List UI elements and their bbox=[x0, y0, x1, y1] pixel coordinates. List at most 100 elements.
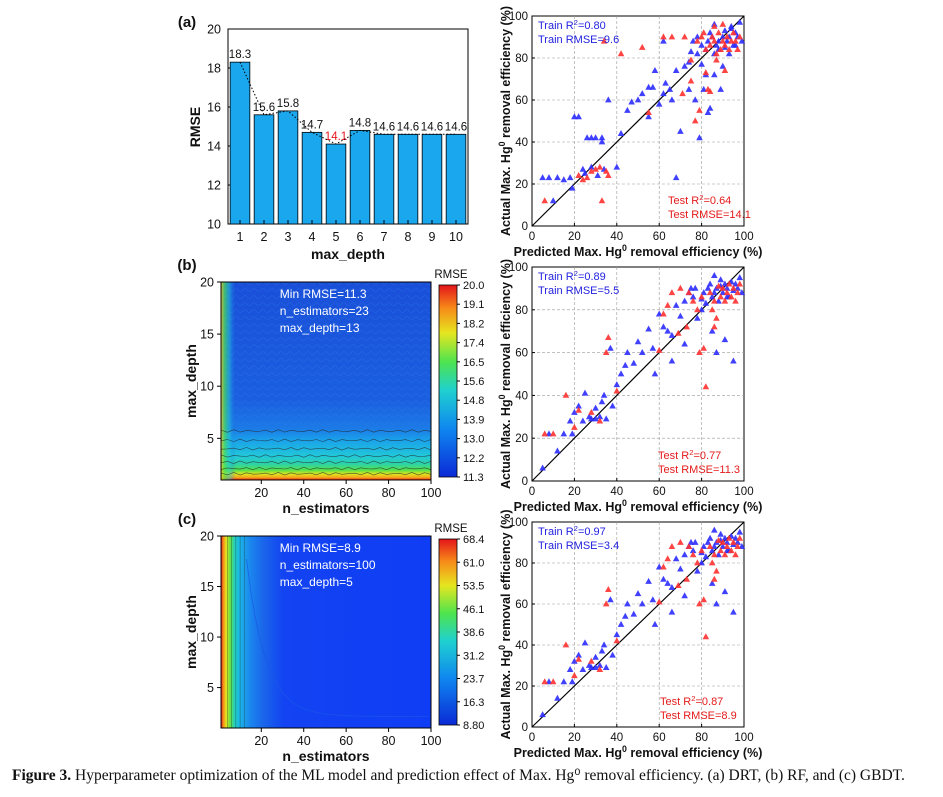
figure-caption: Figure 3. Hyperparameter optimization of… bbox=[12, 766, 937, 785]
train-point bbox=[723, 293, 731, 300]
train-point bbox=[738, 289, 746, 296]
train-point bbox=[554, 174, 561, 181]
test-point bbox=[549, 678, 557, 685]
train-point bbox=[668, 584, 676, 590]
colorbar-tick-label: 19.1 bbox=[463, 299, 484, 311]
test-point bbox=[730, 284, 737, 291]
test-point bbox=[696, 349, 703, 355]
test-point bbox=[588, 408, 595, 415]
train-point bbox=[645, 577, 652, 584]
train-point bbox=[717, 276, 724, 283]
train-point bbox=[645, 113, 652, 120]
test-point bbox=[711, 37, 718, 44]
bar-value-label: 14.8 bbox=[349, 117, 371, 129]
train-point bbox=[645, 325, 652, 332]
train-point bbox=[617, 130, 625, 136]
train-point bbox=[624, 106, 631, 113]
test-point bbox=[702, 383, 710, 390]
test-point bbox=[687, 56, 695, 63]
train-point bbox=[721, 280, 729, 287]
test-point bbox=[706, 88, 714, 94]
test-point bbox=[713, 50, 720, 57]
test-point bbox=[583, 174, 591, 181]
train-point bbox=[655, 563, 663, 570]
y-tick-label: 20 bbox=[515, 179, 528, 191]
train-point bbox=[621, 361, 629, 368]
test-point bbox=[725, 46, 733, 52]
test-point bbox=[674, 329, 682, 336]
train-r2-text: Train R2=0.97 bbox=[538, 524, 606, 539]
train-point bbox=[621, 612, 629, 619]
y-tick-label: 40 bbox=[515, 137, 528, 149]
test-point bbox=[698, 547, 705, 554]
train-point bbox=[672, 67, 680, 73]
train-point bbox=[598, 138, 606, 145]
train-point bbox=[560, 678, 568, 685]
train-point bbox=[634, 590, 642, 597]
colorbar-tick-label: 53.5 bbox=[463, 581, 484, 593]
y-tick-label: 5 bbox=[207, 432, 214, 446]
colorbar-tick-label: 13.0 bbox=[463, 434, 484, 446]
test-point bbox=[719, 538, 727, 545]
test-point bbox=[708, 33, 716, 40]
train-point bbox=[738, 37, 746, 44]
train-point bbox=[660, 575, 667, 582]
train-point bbox=[702, 553, 710, 560]
test-point bbox=[723, 33, 731, 40]
bar-value-label: 14.6 bbox=[445, 121, 467, 133]
test-point bbox=[725, 280, 733, 287]
train-point bbox=[539, 464, 546, 471]
y-tick-label: 15 bbox=[200, 580, 214, 594]
train-point bbox=[668, 608, 676, 615]
train-point bbox=[715, 37, 722, 44]
train-point bbox=[624, 349, 631, 355]
x-tick-label: 20 bbox=[568, 231, 581, 243]
test-point bbox=[685, 543, 693, 549]
train-point bbox=[592, 404, 599, 411]
test-point bbox=[721, 41, 729, 48]
x-tick-label: 40 bbox=[297, 734, 311, 748]
train-point bbox=[723, 284, 731, 291]
test-point bbox=[719, 284, 727, 291]
train-point bbox=[630, 610, 638, 617]
train-point bbox=[607, 596, 614, 603]
train-point bbox=[736, 274, 744, 281]
train-point bbox=[708, 327, 716, 334]
train-point bbox=[702, 299, 710, 306]
bar bbox=[253, 114, 275, 225]
colorbar-tick-label: 68.4 bbox=[463, 534, 484, 546]
train-point bbox=[723, 538, 731, 545]
trend-line bbox=[239, 61, 456, 145]
train-point bbox=[727, 25, 735, 31]
y-tick-label: 10 bbox=[200, 631, 214, 645]
bar-value-label: 14.7 bbox=[301, 119, 323, 131]
test-point bbox=[721, 551, 729, 558]
train-point bbox=[575, 402, 582, 409]
train-point bbox=[687, 284, 695, 291]
train-point bbox=[681, 297, 688, 304]
x-tick-label: 40 bbox=[610, 231, 623, 243]
x-tick-label: 100 bbox=[734, 732, 753, 744]
x-tick-label: 0 bbox=[529, 486, 535, 498]
train-point bbox=[704, 109, 712, 115]
test-point bbox=[541, 197, 549, 204]
train-point bbox=[664, 327, 671, 334]
colorbar-tick-label: 23.7 bbox=[463, 674, 484, 686]
train-point bbox=[700, 289, 708, 296]
colorbar-tick-label: 14.8 bbox=[463, 395, 484, 407]
bar-value-label: 15.6 bbox=[253, 102, 275, 114]
x-axis-label: n_estimators bbox=[282, 500, 369, 516]
x-tick-label: 3 bbox=[285, 230, 292, 244]
train-rmse-text: Train RMSE=9.6 bbox=[538, 34, 619, 46]
train-r2-text: Train R2=0.89 bbox=[538, 269, 606, 284]
test-point bbox=[683, 575, 691, 582]
scatter-c-scatter: 00 20 20 40 40 60 60 80 80 100 100 Train R2=0.97Tra… bbox=[497, 510, 762, 760]
test-point bbox=[674, 581, 682, 588]
train-point bbox=[694, 567, 701, 574]
heatmap-texture bbox=[221, 282, 431, 428]
train-point bbox=[711, 526, 718, 533]
x-axis-label: Predicted Max. Hg0 removal efficiency (%… bbox=[514, 744, 763, 760]
train-point bbox=[708, 293, 716, 300]
test-point bbox=[715, 536, 722, 543]
y-tick-label: 0 bbox=[522, 476, 528, 488]
